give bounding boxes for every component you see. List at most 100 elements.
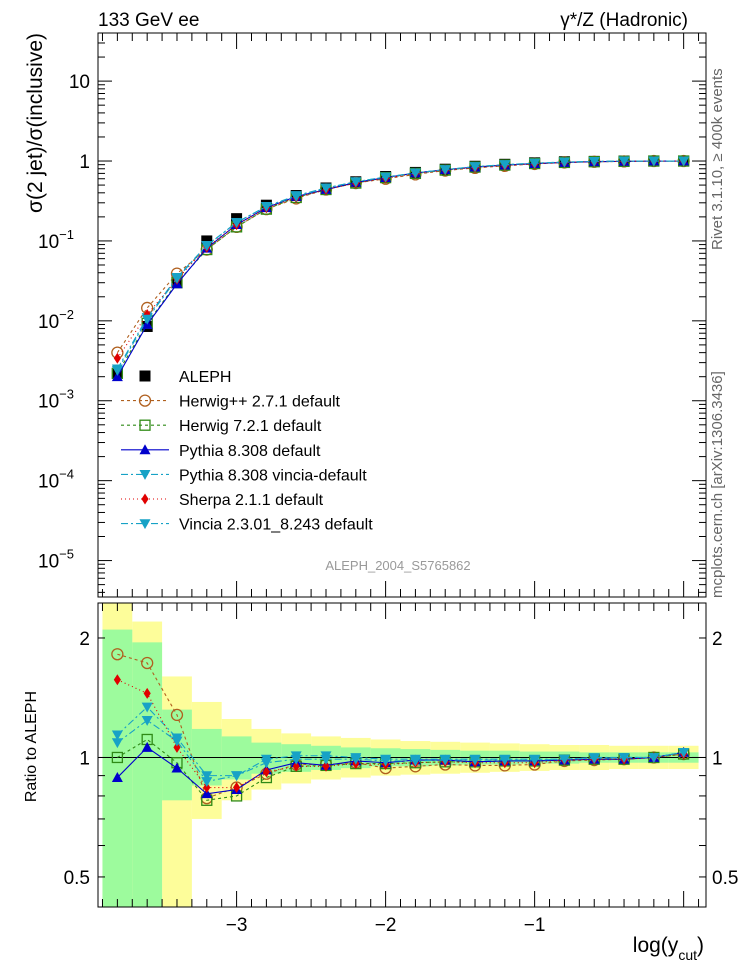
marker-sherpa-2-1-1-default [292, 760, 300, 772]
series-vincia-2-3-01-8-243-default [111, 715, 690, 787]
y-tick-label-right: 2 [712, 629, 723, 650]
marker-sherpa-2-1-1-default [113, 674, 121, 686]
marker-vincia-2-3-01-8-243-default [618, 753, 630, 763]
marker-pythia-8-308-vincia-default [141, 702, 153, 713]
legend-label: Sherpa 2.1.1 default [179, 492, 324, 509]
series-pythia-8-308-default [111, 155, 690, 382]
marker-vincia-2-3-01-8-243-default [469, 162, 481, 173]
marker-herwig-2-7-1-default [141, 656, 154, 670]
series-line-sherpa-2-1-1-default [116, 160, 684, 359]
marker-vincia-2-3-01-8-243-default [320, 754, 332, 765]
series-pythia-8-308-vincia-default [111, 156, 690, 375]
legend-entry-herwig-2-7-1-default: Herwig++ 2.7.1 default [121, 394, 341, 411]
legend-marker [139, 470, 151, 480]
legend-label: ALEPH [179, 369, 231, 386]
y-tick-label: 1 [79, 748, 90, 769]
legend-marker [139, 370, 151, 382]
marker-vincia-2-3-01-8-243-default [469, 755, 481, 766]
legend: ALEPH Herwig++ 2.7.1 default Herwig 7.2.1 … [121, 369, 373, 534]
legend-marker [139, 419, 151, 431]
series-vincia-2-3-01-8-243-default [111, 156, 690, 376]
y-tick-label: 2 [79, 629, 90, 650]
marker-vincia-2-3-01-8-243-default [529, 158, 541, 169]
marker-vincia-2-3-01-8-243-default [141, 314, 153, 325]
ratio-panel: 2 2 1 1 0.5 0.5 −3 −2 −1 Ratio to ALEPH log(ycut) [23, 602, 738, 963]
marker-vincia-2-3-01-8-243-default [499, 160, 511, 171]
marker-vincia-2-3-01-8-243-default [439, 755, 451, 766]
mcplots-label: mcplots.cern.ch [arXiv:1306.3436] [709, 371, 726, 598]
legend-entry-pythia-8-308-default: Pythia 8.308 default [121, 443, 321, 460]
uncertainty-bands [102, 603, 699, 907]
series-herwig-2-7-1-default [111, 154, 690, 359]
marker-sherpa-2-1-1-default [203, 782, 211, 794]
x-tick-label: −2 [375, 915, 397, 936]
marker-sherpa-2-1-1-default [322, 760, 330, 772]
legend-marker [139, 519, 151, 530]
panel-frame [97, 602, 707, 908]
analysis-label: ALEPH_2004_S5765862 [325, 558, 470, 573]
marker-vincia-2-3-01-8-243-default [588, 156, 600, 167]
legend-entry-aleph: ALEPH [139, 369, 231, 386]
marker-sherpa-2-1-1-default [233, 782, 241, 794]
marker-vincia-2-3-01-8-243-default [350, 177, 362, 188]
marker-vincia-2-3-01-8-243-default [171, 736, 183, 747]
marker-vincia-2-3-01-8-243-default [141, 715, 153, 726]
y-tick-exponent: −3 [59, 387, 74, 402]
marker-vincia-2-3-01-8-243-default [171, 273, 183, 284]
marker-vincia-2-3-01-8-243-default [558, 754, 570, 765]
marker-pythia-8-308-default [111, 371, 123, 382]
marker-vincia-2-3-01-8-243-default [529, 755, 541, 766]
legend-label: Vincia 2.3.01_8.243 default [179, 517, 373, 534]
legend-marker [141, 493, 149, 505]
series-line-pythia-8-308-vincia-default [116, 706, 684, 777]
y-tick-label: 10−1 [38, 227, 74, 253]
marker-vincia-2-3-01-8-243-default [380, 172, 392, 183]
legend-entry-vincia-2-3-01-8-243-default: Vincia 2.3.01_8.243 default [121, 517, 373, 534]
marker-vincia-2-3-01-8-243-default [320, 183, 332, 194]
legend-marker [138, 394, 152, 407]
x-tick-label: −3 [226, 915, 248, 936]
marker-vincia-2-3-01-8-243-default [678, 747, 690, 758]
marker-pythia-8-308-vincia-default [201, 771, 213, 782]
header-right-title: γ*/Z (Hadronic) [560, 10, 688, 31]
marker-vincia-2-3-01-8-243-default [648, 156, 660, 167]
marker-vincia-2-3-01-8-243-default [439, 165, 451, 176]
marker-vincia-2-3-01-8-243-default [409, 168, 421, 179]
marker-pythia-8-308-vincia-default [111, 730, 123, 741]
main-panel: 10 1 10−1 10−2 10−3 10−4 10−5 σ(2 jet)/σ(inclus… [24, 32, 707, 598]
marker-vincia-2-3-01-8-243-default [201, 777, 213, 787]
marker-vincia-2-3-01-8-243-default [290, 754, 302, 765]
y-tick-label: 0.5 [64, 868, 90, 889]
y-tick-label: 10−2 [38, 307, 74, 333]
marker-herwig-2-7-1-default [170, 708, 184, 722]
marker-vincia-2-3-01-8-243-default [350, 754, 362, 765]
y-tick-exponent: −5 [59, 547, 74, 562]
marker-pythia-8-308-default [201, 788, 213, 799]
marker-vincia-2-3-01-8-243-default [409, 756, 421, 767]
series-line-vincia-2-3-01-8-243-default [117, 719, 684, 783]
y-tick-label: 10−5 [38, 547, 74, 573]
legend-entry-pythia-8-308-vincia-default: Pythia 8.308 vincia-default [121, 467, 367, 484]
marker-pythia-8-308-default [171, 762, 183, 773]
y-tick-label: 10 [69, 72, 90, 93]
series-sherpa-2-1-1-default [113, 155, 688, 364]
marker-herwig-7-2-1-default [111, 751, 124, 764]
main-y-axis-label: σ(2 jet)/σ(inclusive) [24, 33, 47, 213]
marker-vincia-2-3-01-8-243-default [380, 756, 392, 767]
marker-vincia-2-3-01-8-243-default [231, 218, 243, 229]
x-tick-label: −1 [524, 915, 546, 936]
marker-vincia-2-3-01-8-243-default [111, 738, 123, 749]
legend-entry-sherpa-2-1-1-default: Sherpa 2.1.1 default [121, 492, 324, 509]
series-line-pythia-8-308-vincia-default [116, 160, 684, 370]
series-line-herwig-2-7-1-default [116, 160, 684, 353]
marker-vincia-2-3-01-8-243-default [201, 241, 213, 252]
marker-pythia-8-308-default [141, 741, 153, 752]
marker-sherpa-2-1-1-default [113, 352, 121, 364]
marker-vincia-2-3-01-8-243-default [290, 192, 302, 202]
y-tick-label-right: 0.5 [712, 868, 738, 889]
legend-label: Pythia 8.308 default [179, 443, 321, 460]
series-herwig-7-2-1-default [111, 155, 690, 380]
y-tick-exponent: −1 [59, 227, 74, 242]
marker-vincia-2-3-01-8-243-default [499, 755, 511, 766]
